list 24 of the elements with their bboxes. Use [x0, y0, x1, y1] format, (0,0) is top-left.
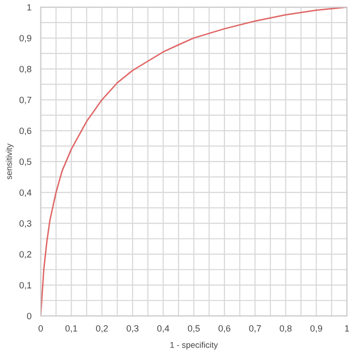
y-tick-label: 0,5 [19, 158, 32, 166]
x-tick-label: 0 [38, 325, 43, 332]
x-tick-label: 0,7 [249, 325, 261, 333]
x-tick-label: 0,5 [188, 325, 200, 333]
x-tick-label: 0,1 [65, 325, 78, 333]
x-axis-title: 1 - specificity [170, 342, 218, 350]
x-tick-label: 0,8 [280, 325, 292, 333]
y-tick-label: 0,9 [19, 34, 32, 42]
x-tick-label: 1 [345, 325, 349, 332]
y-tick-label: 0,6 [19, 128, 32, 136]
x-tick-label: 0,9 [310, 325, 322, 333]
x-tick-label: 0,6 [218, 325, 230, 333]
x-tick-label: 0,4 [157, 325, 170, 333]
x-tick-label: 0,3 [126, 325, 138, 333]
x-tick-label: 0,2 [96, 325, 108, 333]
y-tick-label: 0,8 [19, 66, 32, 74]
y-axis-title: sensitivity [6, 143, 14, 180]
y-tick-label: 0,4 [19, 189, 32, 197]
y-tick-label: 0 [27, 312, 32, 320]
y-tick-label: 0,1 [19, 282, 32, 290]
y-tick-label: 0,7 [19, 96, 32, 104]
y-tick-label: 0,2 [19, 251, 32, 259]
y-tick-label: 0,3 [19, 220, 32, 228]
y-tick-label: 1 [27, 4, 32, 10]
